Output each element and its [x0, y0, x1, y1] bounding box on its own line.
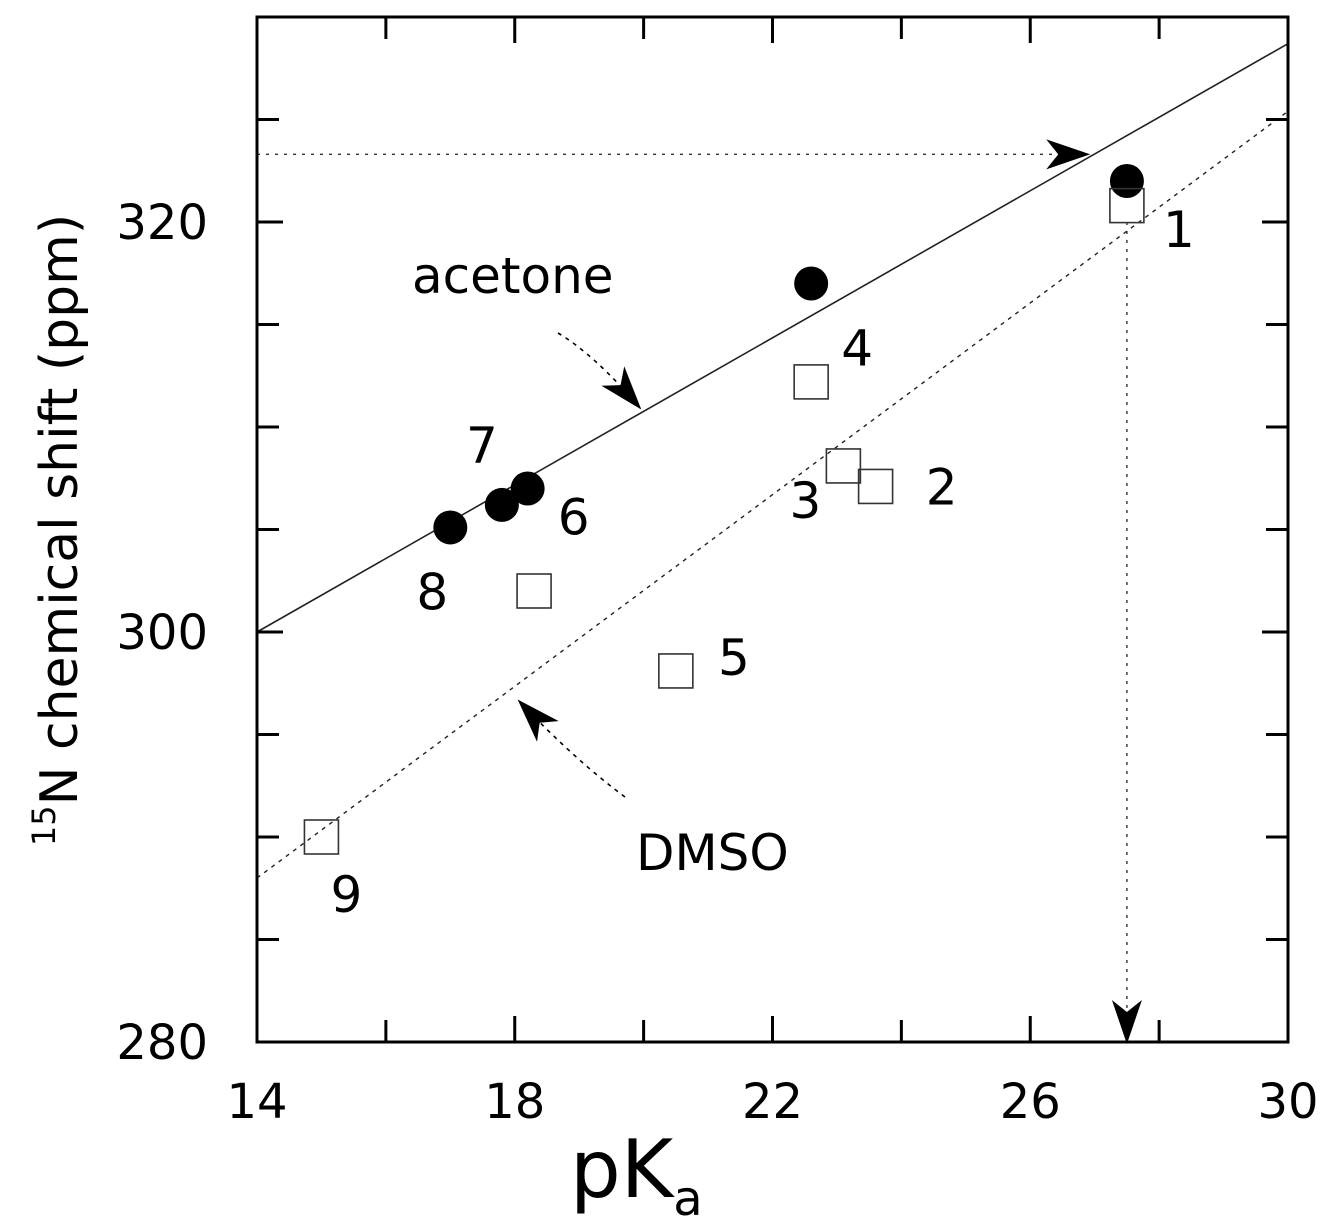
y-tick-label: 320 [116, 195, 208, 251]
data-points [303, 164, 1145, 855]
y-tick-label: 300 [116, 605, 208, 661]
point-open-square [658, 653, 694, 689]
point-open-square [825, 448, 862, 484]
point-label: 1 [1163, 201, 1195, 259]
plot-frame [255, 15, 1290, 1044]
point-filled-circle [433, 510, 468, 545]
annotation-acetone-arrow [557, 332, 642, 410]
annotation-acetone: acetone [412, 247, 642, 410]
y-axis-title: 15N chemical shift (ppm) [25, 214, 90, 846]
point-filled-circle [484, 487, 519, 522]
point-label: 7 [466, 417, 498, 475]
x-tick-label: 30 [1257, 1074, 1318, 1130]
point-label: 2 [926, 458, 958, 516]
fit-line-series-0 [256, 42, 1289, 633]
point-open-square [857, 468, 894, 505]
x-axis-title-main: pK [570, 1123, 676, 1216]
point-filled-circle [510, 471, 545, 506]
point-label: 3 [789, 472, 821, 530]
point-open-square [793, 364, 829, 400]
x-tick-label: 14 [226, 1074, 287, 1130]
y-tick-label: 280 [116, 1015, 208, 1071]
x-tick-label: 26 [1000, 1074, 1061, 1130]
x-axis-title: pKa [570, 1123, 703, 1220]
point-label: 8 [416, 563, 448, 621]
guide-lines [257, 139, 1142, 1044]
x-axis-title-subscript: a [673, 1171, 702, 1220]
y-axis-title-main: N chemical shift (ppm) [30, 214, 90, 806]
point-open-square [303, 819, 340, 855]
point-label: 5 [718, 629, 750, 687]
fit-line-series-1 [256, 110, 1289, 879]
y-axis-title-superscript: 15 [25, 805, 63, 846]
x-tick-label: 18 [484, 1074, 545, 1130]
point-filled-circle [794, 266, 829, 301]
point-label: 9 [331, 866, 363, 924]
fit-lines [256, 42, 1289, 879]
annotation-dmso: DMSO [517, 699, 789, 882]
point-labels: 1 4 6 7 8 2 3 5 9 [331, 201, 1195, 924]
point-open-square [516, 573, 552, 609]
point-filled-circle [1109, 164, 1144, 198]
annotation-dmso-text: DMSO [636, 824, 789, 882]
x-tick-label: 22 [742, 1074, 803, 1130]
point-label: 6 [558, 489, 590, 547]
point-label: 4 [841, 320, 873, 378]
point-open-square [1109, 187, 1145, 224]
annotation-acetone-text: acetone [412, 247, 614, 305]
annotation-dmso-arrow [517, 699, 626, 798]
